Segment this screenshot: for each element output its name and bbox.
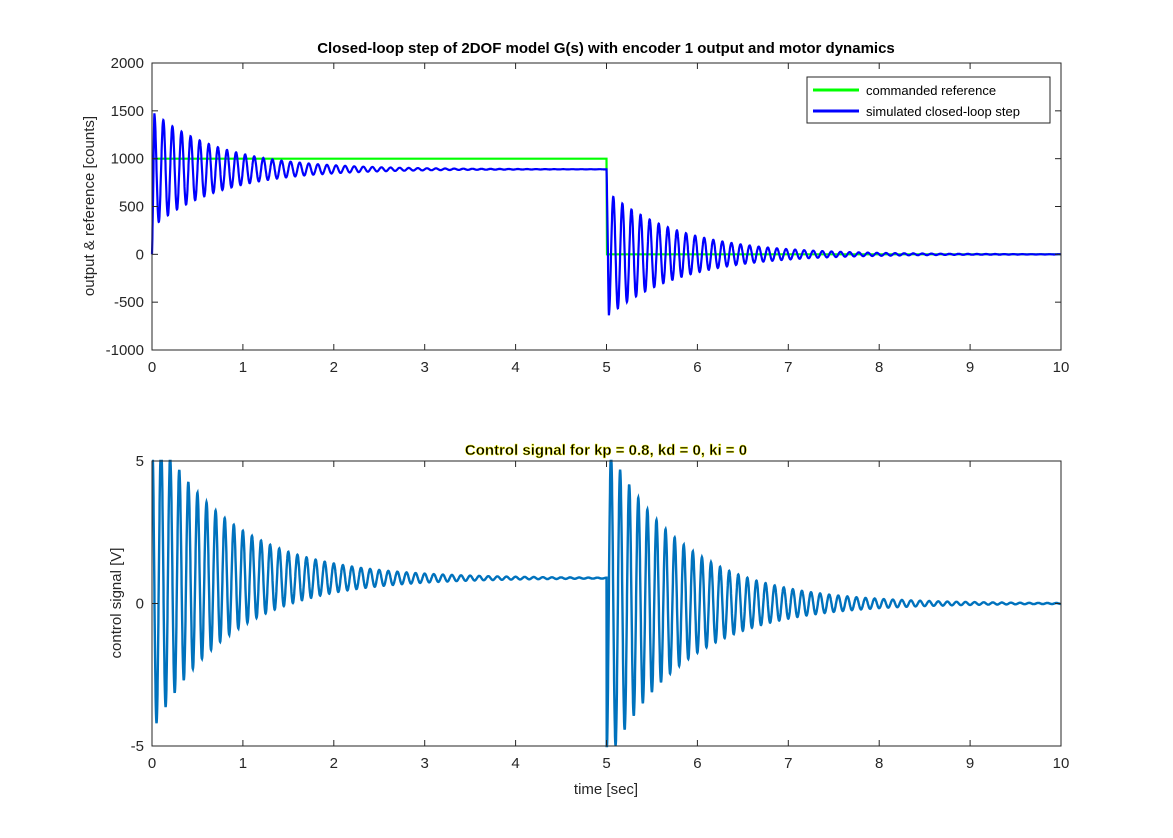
bottom-y-tick-label: 5 [136, 453, 144, 470]
top-x-tick-label: 9 [966, 359, 974, 376]
top-y-tick-label: 1000 [111, 151, 144, 168]
bottom-x-tick-label: 1 [239, 755, 247, 772]
top-y-tick-label: -500 [114, 294, 144, 311]
bottom-x-tick-label: 4 [511, 755, 519, 772]
bottom-x-tick-label: 5 [602, 755, 610, 772]
legend-label-output: simulated closed-loop step [866, 104, 1020, 119]
bottom-x-tick-label: 9 [966, 755, 974, 772]
top-x-tick-label: 3 [421, 359, 429, 376]
bottom-x-tick-label: 0 [148, 755, 156, 772]
top-chart-title: Closed-loop step of 2DOF model G(s) with… [317, 40, 895, 57]
bottom-x-axis-label: time [sec] [574, 781, 638, 798]
top-y-tick-label: 1500 [111, 103, 144, 120]
top-y-tick-label: 500 [119, 199, 144, 216]
bottom-x-tick-label: 8 [875, 755, 883, 772]
top-plot: 0 1 2 3 4 5 6 7 8 9 10 -1000 -500 0 500 1000 1500 2000 C… [81, 40, 1069, 376]
bottom-x-ticks: 0 1 2 3 4 5 6 7 8 9 10 [148, 461, 1070, 772]
top-plot-lines [150, 113, 1061, 316]
bottom-x-tick-label: 6 [693, 755, 701, 772]
top-y-tick-label: 0 [136, 246, 144, 263]
legend: commanded reference simulated closed-loo… [806, 76, 1051, 124]
top-x-tick-label: 10 [1053, 359, 1070, 376]
top-x-tick-label: 2 [330, 359, 338, 376]
bottom-plot-lines [151, 459, 1061, 748]
top-x-tick-label: 7 [784, 359, 792, 376]
series-line-control-signal [151, 459, 1061, 748]
legend-box [806, 76, 1051, 124]
top-y-axis-label: output & reference [counts] [81, 116, 98, 296]
bottom-x-tick-label: 3 [421, 755, 429, 772]
series-line-simulated-closed-loop-step [150, 113, 1061, 316]
bottom-chart-title: Control signal for kp = 0.8, kd = 0, ki … [465, 442, 747, 459]
top-x-tick-label: 5 [602, 359, 610, 376]
top-y-tick-label: 2000 [111, 55, 144, 72]
top-x-tick-label: 4 [511, 359, 519, 376]
top-x-tick-label: 8 [875, 359, 883, 376]
top-x-ticks: 0 1 2 3 4 5 6 7 8 9 10 [148, 63, 1070, 376]
top-y-tick-label: -1000 [106, 342, 144, 359]
bottom-y-tick-label: 0 [136, 596, 144, 613]
top-y-ticks: -1000 -500 0 500 1000 1500 2000 [106, 55, 1061, 359]
bottom-x-tick-label: 2 [330, 755, 338, 772]
bottom-y-axis-label: control signal [V] [108, 548, 125, 659]
bottom-y-ticks: -5 0 5 [131, 453, 1061, 755]
bottom-plot: 0 1 2 3 4 5 6 7 8 9 10 -505 Control signal for kp … [108, 442, 1069, 798]
bottom-x-tick-label: 10 [1053, 755, 1070, 772]
legend-label-reference: commanded reference [866, 83, 996, 98]
top-x-tick-label: 6 [693, 359, 701, 376]
bottom-y-tick-label: -5 [131, 738, 144, 755]
bottom-x-tick-label: 7 [784, 755, 792, 772]
top-x-tick-label: 1 [239, 359, 247, 376]
top-x-tick-label: 0 [148, 359, 156, 376]
